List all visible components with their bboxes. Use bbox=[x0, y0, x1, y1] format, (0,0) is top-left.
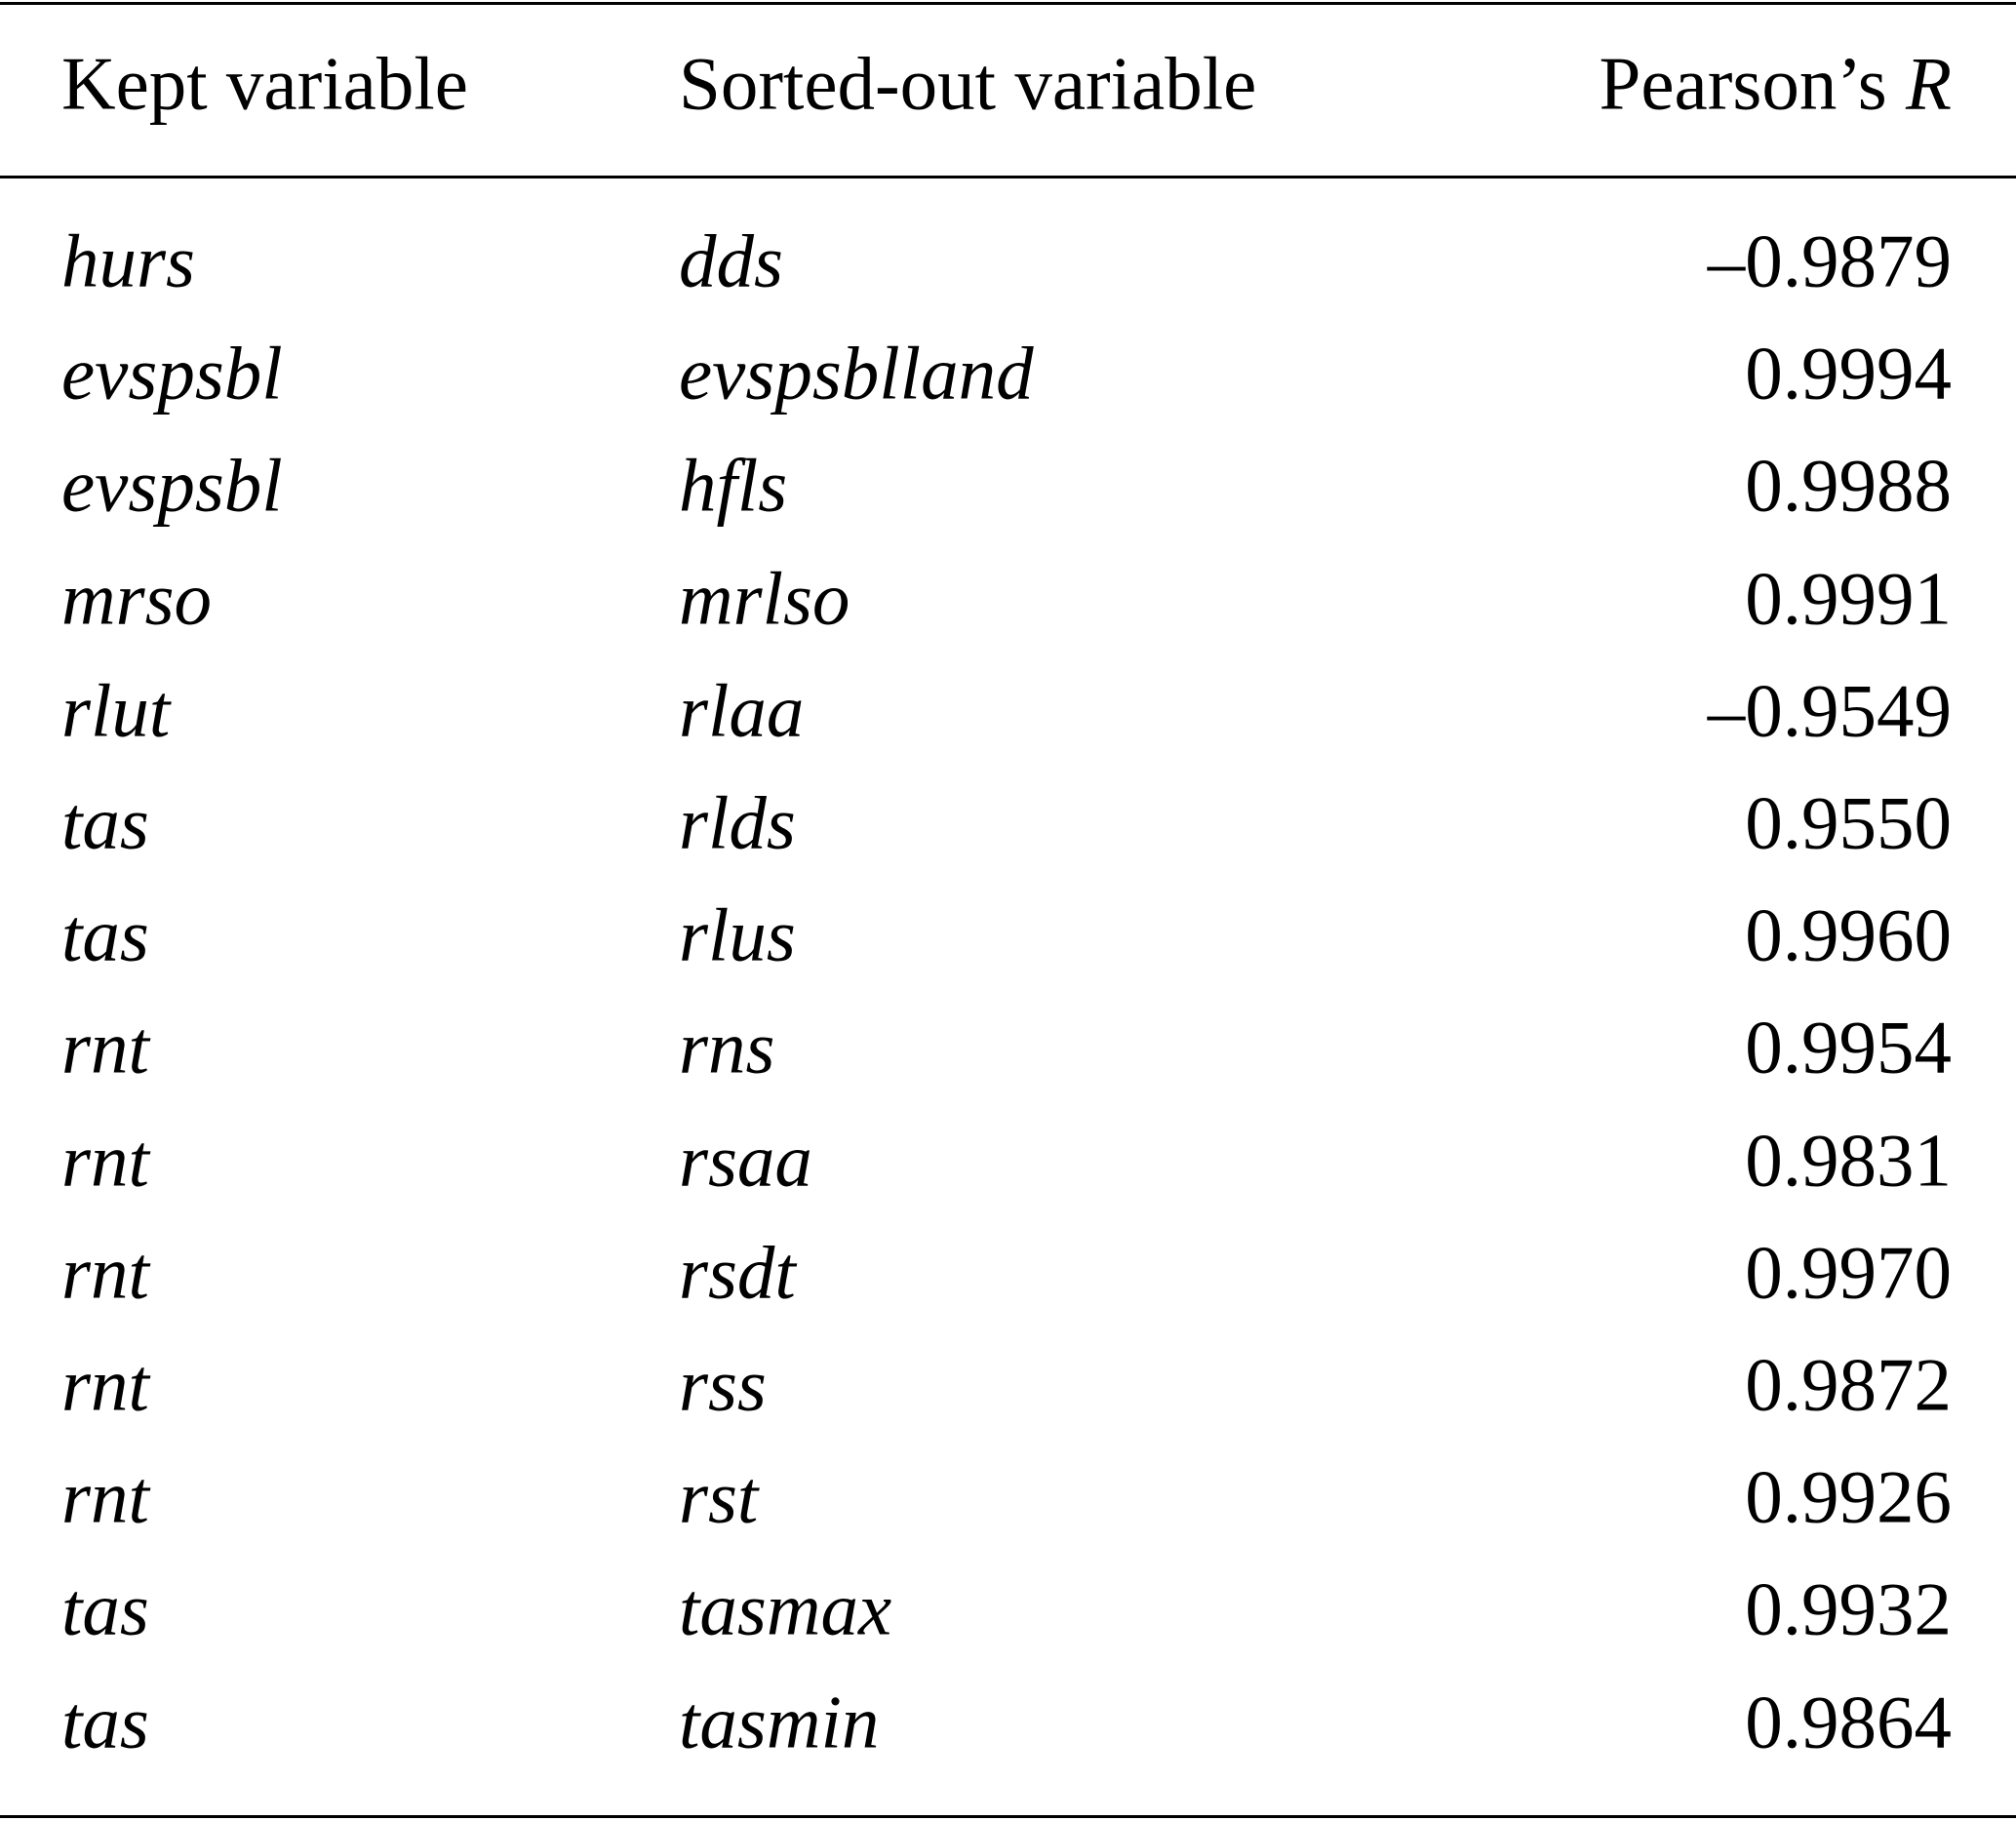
mid-rule bbox=[0, 176, 2016, 178]
pearsons-r-cell: 0.9970 bbox=[1745, 1230, 1952, 1315]
kept-variable-cell: rlut bbox=[61, 668, 171, 753]
header-sorted-out-variable: Sorted-out variable bbox=[679, 41, 1257, 126]
kept-variable-cell: evspsbl bbox=[61, 331, 283, 416]
kept-variable-cell: mrso bbox=[61, 556, 213, 641]
pearsons-r-cell: 0.9960 bbox=[1745, 892, 1952, 977]
pearsons-r-cell: 0.9831 bbox=[1745, 1118, 1952, 1203]
kept-variable-cell: tas bbox=[61, 1566, 149, 1651]
pearsons-r-cell: 0.9988 bbox=[1745, 443, 1952, 528]
sorted-out-variable-cell: tasmin bbox=[679, 1680, 880, 1764]
kept-variable-cell: rnt bbox=[61, 1230, 149, 1315]
sorted-out-variable-cell: dds bbox=[679, 218, 783, 303]
pearsons-r-cell: –0.9879 bbox=[1707, 218, 1952, 303]
pearsons-r-cell: 0.9550 bbox=[1745, 780, 1952, 865]
sorted-out-variable-cell: rns bbox=[679, 1005, 775, 1089]
kept-variable-cell: evspsbl bbox=[61, 443, 283, 528]
kept-variable-cell: tas bbox=[61, 1680, 149, 1764]
pearsons-r-cell: 0.9991 bbox=[1745, 556, 1952, 641]
kept-variable-cell: tas bbox=[61, 780, 149, 865]
sorted-out-variable-cell: rlus bbox=[679, 892, 796, 977]
sorted-out-variable-cell: rsaa bbox=[679, 1118, 812, 1203]
sorted-out-variable-cell: rss bbox=[679, 1342, 767, 1427]
sorted-out-variable-cell: rlaa bbox=[679, 668, 805, 753]
pearsons-r-cell: 0.9872 bbox=[1745, 1342, 1952, 1427]
pearsons-r-cell: 0.9954 bbox=[1745, 1005, 1952, 1089]
kept-variable-cell: rnt bbox=[61, 1454, 149, 1539]
sorted-out-variable-cell: mrlso bbox=[679, 556, 850, 641]
header-pearsons-r: Pearson’s R bbox=[1600, 46, 1952, 122]
sorted-out-variable-cell: rlds bbox=[679, 780, 796, 865]
pearsons-r-cell: –0.9549 bbox=[1707, 668, 1952, 753]
kept-variable-cell: hurs bbox=[61, 218, 195, 303]
sorted-out-variable-cell: rst bbox=[679, 1454, 759, 1539]
bottom-rule bbox=[0, 1815, 2016, 1818]
sorted-out-variable-cell: evspsblland bbox=[679, 331, 1034, 416]
header-r-symbol: R bbox=[1905, 41, 1952, 126]
kept-variable-cell: rnt bbox=[61, 1005, 149, 1089]
sorted-out-variable-cell: hfls bbox=[679, 443, 788, 528]
sorted-out-variable-cell: tasmax bbox=[679, 1566, 892, 1651]
kept-variable-cell: tas bbox=[61, 892, 149, 977]
pearsons-r-cell: 0.9994 bbox=[1745, 331, 1952, 416]
kept-variable-cell: rnt bbox=[61, 1342, 149, 1427]
pearsons-r-cell: 0.9864 bbox=[1745, 1680, 1952, 1764]
pearsons-r-cell: 0.9932 bbox=[1745, 1566, 1952, 1651]
pearsons-r-cell: 0.9926 bbox=[1745, 1454, 1952, 1539]
header-kept-variable: Kept variable bbox=[61, 41, 468, 126]
sorted-out-variable-cell: rsdt bbox=[679, 1230, 796, 1315]
top-rule bbox=[0, 2, 2016, 5]
header-pearsons-label: Pearson’s bbox=[1599, 41, 1906, 126]
kept-variable-cell: rnt bbox=[61, 1118, 149, 1203]
